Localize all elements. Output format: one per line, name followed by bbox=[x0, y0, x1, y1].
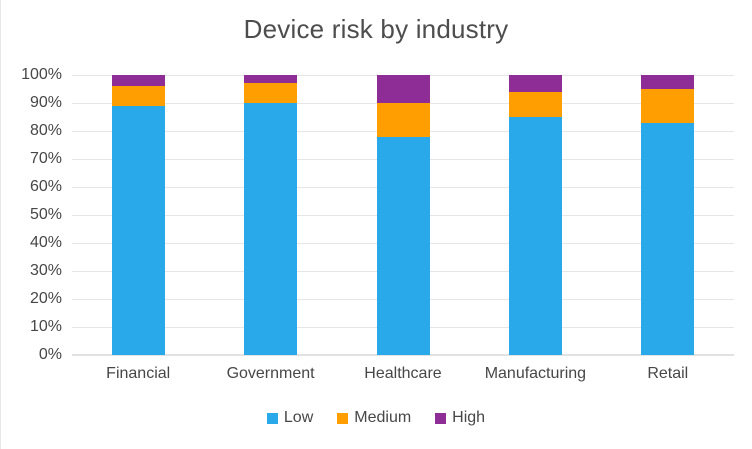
bar-segment-medium-healthcare bbox=[376, 103, 430, 137]
y-tick-label-60pct: 60% bbox=[29, 178, 62, 195]
y-tick-label-80pct: 80% bbox=[29, 122, 62, 139]
x-category-label-manufacturing: Manufacturing bbox=[484, 365, 587, 382]
bar-manufacturing bbox=[508, 75, 562, 355]
y-tick-label-20pct: 20% bbox=[29, 290, 62, 307]
y-tick-label-100pct: 100% bbox=[21, 66, 62, 83]
bar-segment-low-manufacturing bbox=[508, 117, 562, 355]
bar-segment-low-healthcare bbox=[376, 136, 430, 355]
legend-item-low: Low bbox=[266, 409, 314, 427]
bar-healthcare bbox=[376, 75, 430, 355]
bar-segment-high-retail bbox=[641, 75, 695, 90]
chart-left-border bbox=[0, 0, 1, 449]
legend-item-high: High bbox=[435, 409, 485, 427]
y-tick-label-0pct: 0% bbox=[38, 346, 62, 363]
bar-segment-low-retail bbox=[641, 122, 695, 355]
bar-government bbox=[244, 75, 298, 355]
bar-segment-high-manufacturing bbox=[508, 75, 562, 92]
bar-segment-medium-financial bbox=[111, 86, 165, 106]
legend-swatch-high bbox=[435, 412, 447, 424]
y-tick-label-30pct: 30% bbox=[29, 262, 62, 279]
x-axis-line bbox=[72, 354, 734, 356]
x-category-label-healthcare: Healthcare bbox=[364, 365, 442, 382]
bar-segment-high-healthcare bbox=[376, 75, 430, 104]
chart-title: Device risk by industry bbox=[243, 14, 509, 44]
x-category-label-government: Government bbox=[226, 365, 315, 382]
plot-area bbox=[72, 74, 734, 356]
legend-label-medium: Medium bbox=[354, 409, 412, 426]
y-tick-label-90pct: 90% bbox=[29, 94, 62, 111]
y-tick-label-40pct: 40% bbox=[29, 234, 62, 251]
bar-retail bbox=[641, 75, 695, 355]
bar-segment-medium-government bbox=[244, 83, 298, 103]
bar-segment-medium-manufacturing bbox=[508, 91, 562, 117]
bar-segment-low-financial bbox=[111, 105, 165, 355]
bar-segment-high-government bbox=[244, 75, 298, 84]
legend-swatch-low bbox=[266, 412, 278, 424]
legend-swatch-medium bbox=[337, 412, 349, 424]
bar-financial bbox=[111, 75, 165, 355]
y-tick-label-10pct: 10% bbox=[29, 318, 62, 335]
y-tick-label-70pct: 70% bbox=[29, 150, 62, 167]
bar-segment-medium-retail bbox=[641, 89, 695, 123]
bar-segment-high-financial bbox=[111, 75, 165, 87]
legend-label-low: Low bbox=[283, 409, 314, 426]
bar-segment-low-government bbox=[244, 103, 298, 355]
legend-label-high: High bbox=[452, 409, 486, 426]
x-category-label-financial: Financial bbox=[106, 365, 171, 382]
y-tick-label-50pct: 50% bbox=[29, 206, 62, 223]
legend: Low Medium High bbox=[0, 409, 752, 427]
gridline-100 bbox=[72, 74, 734, 76]
x-category-label-retail: Retail bbox=[647, 365, 689, 382]
legend-item-medium: Medium bbox=[337, 409, 411, 427]
